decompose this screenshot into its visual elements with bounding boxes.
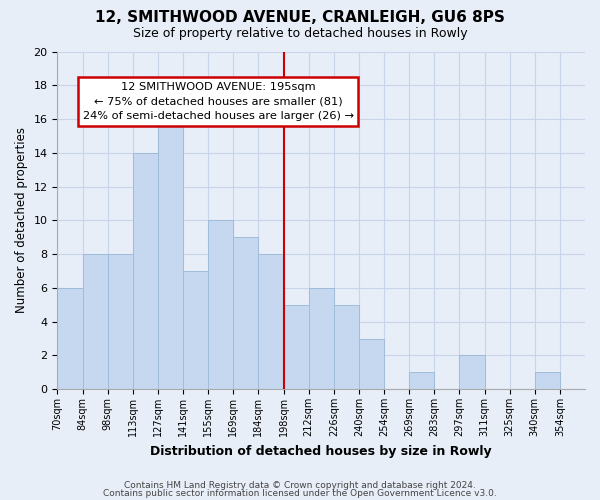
Bar	[409, 372, 434, 389]
Text: Contains public sector information licensed under the Open Government Licence v3: Contains public sector information licen…	[103, 488, 497, 498]
Bar	[334, 304, 359, 389]
Y-axis label: Number of detached properties: Number of detached properties	[15, 128, 28, 314]
Bar	[158, 119, 183, 389]
Bar	[359, 338, 384, 389]
Bar	[308, 288, 334, 389]
Bar	[183, 271, 208, 389]
Bar	[460, 356, 485, 389]
Text: Contains HM Land Registry data © Crown copyright and database right 2024.: Contains HM Land Registry data © Crown c…	[124, 481, 476, 490]
Text: Size of property relative to detached houses in Rowly: Size of property relative to detached ho…	[133, 28, 467, 40]
Bar	[233, 237, 259, 389]
Bar	[107, 254, 133, 389]
Bar	[208, 220, 233, 389]
Text: 12, SMITHWOOD AVENUE, CRANLEIGH, GU6 8PS: 12, SMITHWOOD AVENUE, CRANLEIGH, GU6 8PS	[95, 10, 505, 25]
Bar	[259, 254, 284, 389]
Bar	[58, 288, 83, 389]
Bar	[133, 153, 158, 389]
X-axis label: Distribution of detached houses by size in Rowly: Distribution of detached houses by size …	[151, 444, 492, 458]
Bar	[284, 304, 308, 389]
Bar	[535, 372, 560, 389]
Text: 12 SMITHWOOD AVENUE: 195sqm
← 75% of detached houses are smaller (81)
24% of sem: 12 SMITHWOOD AVENUE: 195sqm ← 75% of det…	[83, 82, 354, 122]
Bar	[83, 254, 107, 389]
